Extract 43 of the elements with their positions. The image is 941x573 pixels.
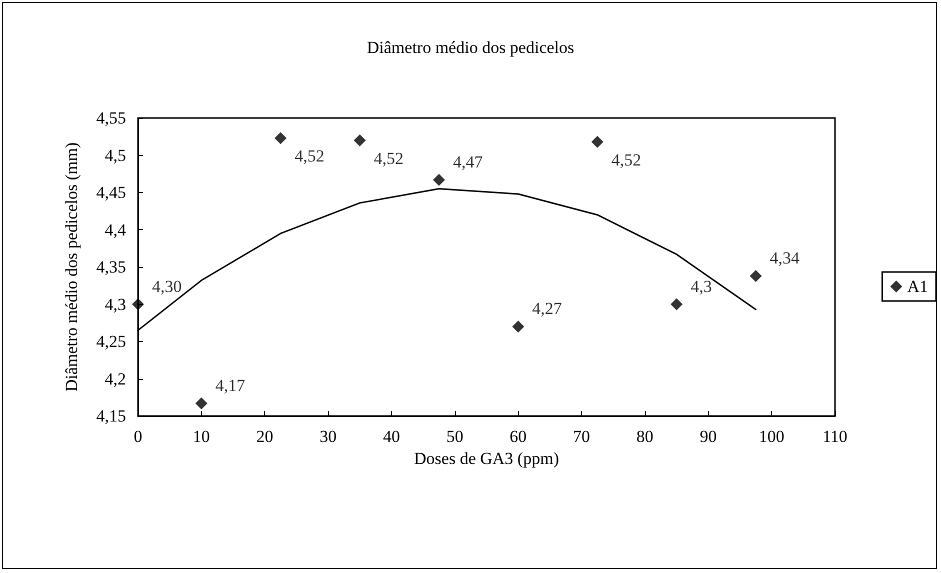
- y-tick-label: 4,5: [104, 146, 126, 165]
- point: [132, 298, 144, 310]
- x-tick-label: 10: [192, 427, 210, 446]
- data-label: 4,52: [374, 148, 404, 168]
- point: [354, 134, 366, 146]
- point: [274, 132, 287, 144]
- y-tick-label: 4,55: [96, 108, 126, 128]
- x-tick-label: 30: [320, 427, 337, 446]
- x-tick-label: 80: [636, 427, 654, 446]
- x-tick-label: 40: [382, 427, 400, 446]
- data-label: 4,34: [770, 248, 800, 268]
- x-tick-label: 90: [700, 427, 717, 446]
- x-tick-label: 60: [510, 427, 527, 446]
- y-tick-label: 4,25: [96, 332, 126, 351]
- point: [512, 320, 524, 333]
- data-label: 4,47: [452, 152, 484, 172]
- x-tick-label: 50: [446, 427, 464, 446]
- point: [432, 174, 445, 186]
- data-label: 4,30: [152, 276, 182, 296]
- data-label: 4,27: [532, 299, 562, 318]
- y-tick-label: 4,2: [104, 369, 126, 388]
- x-tick-label: 100: [758, 427, 784, 446]
- y-tick-label: 4,45: [96, 183, 126, 202]
- x-tick-label: 20: [256, 427, 274, 446]
- x-tick-label: 110: [822, 427, 848, 446]
- data-label: 4,52: [611, 150, 642, 170]
- chart-title: Diâmetro médio dos pedicelos: [366, 38, 574, 57]
- data-label: 4,3: [690, 276, 712, 296]
- legend-label: A1: [907, 277, 928, 296]
- data-label: 4,17: [215, 376, 246, 395]
- y-tick-label: 4,4: [104, 220, 126, 240]
- x-tick-label: 0: [134, 427, 142, 446]
- point: [591, 136, 604, 148]
- point: [670, 298, 683, 310]
- x-axis-title: Doses de GA3 (ppm): [414, 449, 559, 468]
- y-tick-label: 4,35: [96, 258, 126, 276]
- point: [195, 397, 208, 410]
- x-tick-label: 70: [573, 427, 590, 446]
- data-label: 4,52: [294, 146, 324, 166]
- y-axis-title: Diâmetro médio dos pedicelos (mm): [62, 142, 81, 392]
- y-tick-label: 4,3: [104, 294, 126, 314]
- point: [750, 270, 762, 282]
- y-tick-label: 4,15: [96, 406, 126, 426]
